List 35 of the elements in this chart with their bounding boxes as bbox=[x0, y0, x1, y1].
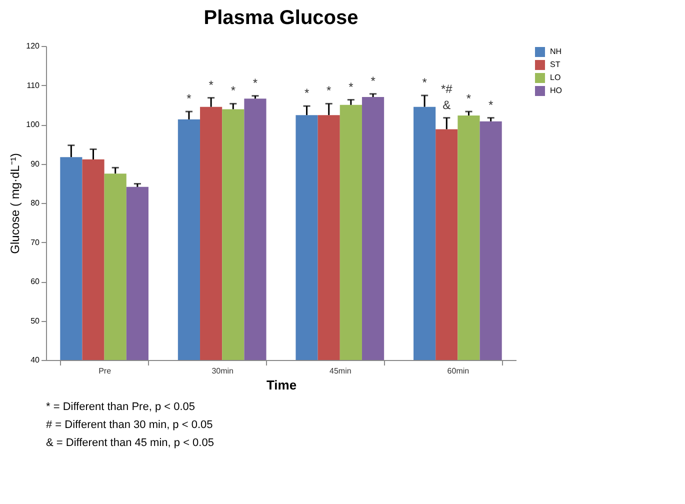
y-tick-label: 110 bbox=[26, 80, 40, 90]
y-tick-label: 40 bbox=[30, 356, 40, 364]
data-label: * bbox=[304, 86, 310, 100]
y-axis-title: Glucose ( mg·dL⁻¹) bbox=[8, 153, 22, 254]
data-label: * bbox=[422, 75, 428, 90]
x-axis-title: Time bbox=[266, 378, 297, 392]
data-label: * bbox=[370, 74, 376, 88]
data-label: * bbox=[186, 92, 192, 106]
legend-label: NH bbox=[550, 47, 562, 56]
y-tick-label: 80 bbox=[30, 198, 40, 208]
y-tick-label: 60 bbox=[30, 277, 40, 286]
y-tick-label: 120 bbox=[26, 42, 40, 50]
x-tick-label: 30min bbox=[212, 366, 234, 376]
legend-label: LO bbox=[550, 73, 561, 82]
x-tick-label: 45min bbox=[330, 366, 352, 376]
text: & = Different than 45 min, p < 0.05 bbox=[46, 437, 214, 449]
data-label: * bbox=[466, 92, 472, 106]
data-label: *# & bbox=[440, 82, 453, 112]
data-label: * bbox=[348, 80, 354, 94]
y-tick-label: 100 bbox=[26, 120, 40, 129]
data-label: * bbox=[252, 76, 258, 90]
data-label: * bbox=[326, 84, 332, 98]
legend-label: ST bbox=[550, 60, 560, 69]
data-label: * bbox=[208, 78, 214, 92]
legend-label: HO bbox=[550, 86, 562, 95]
text: # = Different than 30 min, p < 0.05 bbox=[46, 419, 213, 431]
x-tick-label: 60min bbox=[447, 366, 470, 376]
y-tick-label: 70 bbox=[30, 238, 40, 247]
text: * = Different than Pre, p < 0.05 bbox=[46, 401, 196, 413]
y-tick-label: 50 bbox=[30, 316, 40, 326]
chart-title: Plasma Glucose bbox=[204, 7, 358, 29]
y-tick-label: 90 bbox=[30, 159, 40, 168]
x-tick-label: Pre bbox=[98, 366, 112, 376]
data-label: * bbox=[230, 84, 236, 98]
data-label: * bbox=[488, 98, 494, 112]
